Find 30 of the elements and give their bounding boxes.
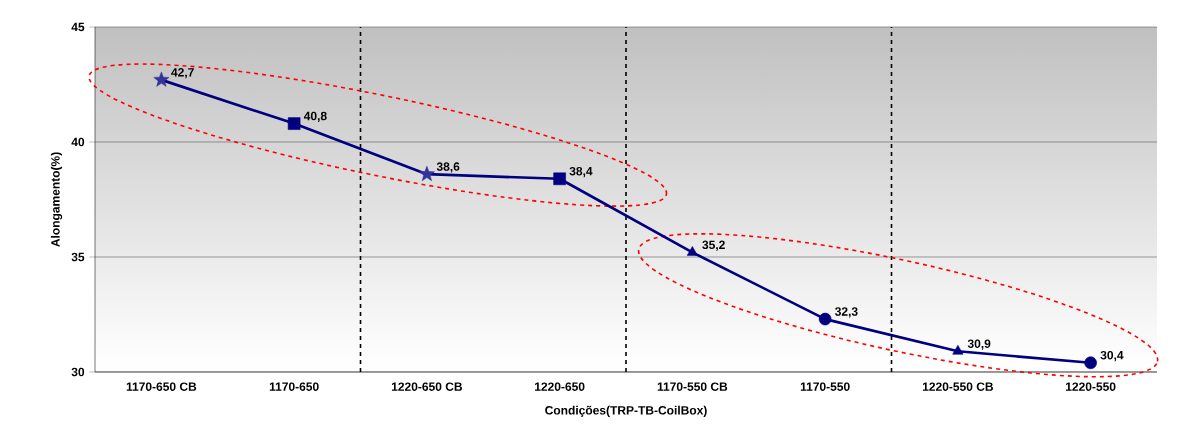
data-label: 40,8 bbox=[303, 111, 327, 122]
x-tick-label: 1220-550 CB bbox=[922, 382, 993, 391]
y-tick-label: 45 bbox=[71, 22, 85, 32]
data-label: 42,7 bbox=[171, 68, 194, 79]
x-tick-label: 1170-550 bbox=[800, 382, 850, 391]
y-axis-title: Alongamento(%) bbox=[50, 152, 63, 247]
point bbox=[419, 165, 435, 181]
x-tick-label: 1220-650 bbox=[535, 382, 585, 391]
data-label: 32,3 bbox=[835, 307, 858, 318]
point bbox=[287, 117, 301, 130]
x-axis-title: Condições(TRP-TB-CoilBox) bbox=[545, 405, 707, 417]
data-label: 38,6 bbox=[436, 162, 460, 173]
x-tick-label: 1170-550 CB bbox=[657, 382, 728, 391]
data-label: 30,4 bbox=[1100, 350, 1124, 362]
y-tick-label: 40 bbox=[71, 137, 85, 147]
point bbox=[818, 312, 832, 326]
y-tick-label: 30 bbox=[71, 367, 85, 377]
x-tick-label: 1220-550 bbox=[1066, 382, 1116, 391]
data-label: 30,9 bbox=[967, 339, 991, 350]
data-label: 35,2 bbox=[702, 240, 725, 251]
data-label: 38,4 bbox=[569, 166, 593, 178]
x-tick-label: 1170-650 bbox=[269, 382, 319, 391]
y-tick-label: 35 bbox=[71, 252, 85, 262]
x-tick-label: 1220-650 CB bbox=[391, 382, 462, 391]
point bbox=[952, 345, 964, 355]
point bbox=[1084, 356, 1097, 370]
point bbox=[686, 246, 698, 256]
x-tick-label: 1170-650 CB bbox=[126, 382, 197, 391]
point bbox=[153, 71, 170, 87]
point bbox=[553, 172, 566, 186]
